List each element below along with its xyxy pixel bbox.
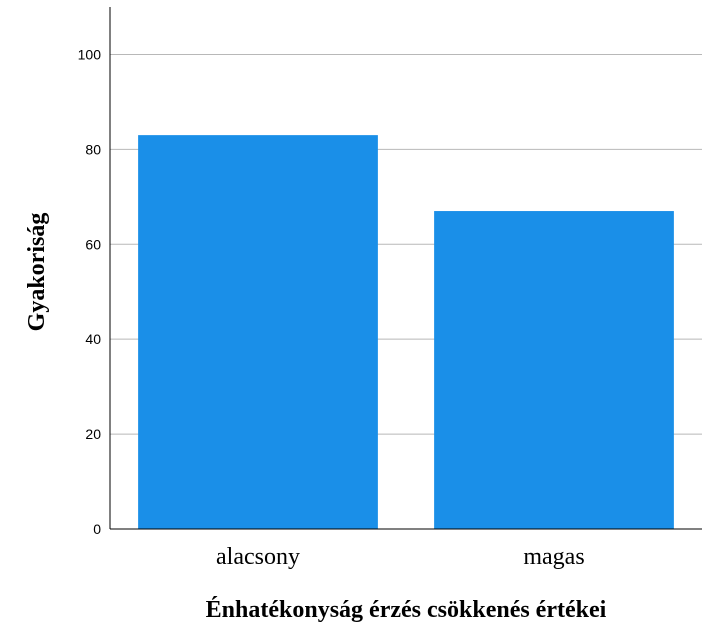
- y-tick-labels: 0 20 40 60 80 100: [78, 46, 102, 537]
- x-category-label: alacsony: [216, 544, 300, 570]
- y-tick-label: 60: [85, 236, 101, 252]
- y-axis-title: Gyakoriság: [24, 213, 50, 332]
- x-axis-title: Énhatékonyság érzés csökkenés értékei: [206, 597, 607, 623]
- y-tick-label: 0: [93, 521, 101, 537]
- x-category-label: magas: [523, 544, 584, 570]
- bars: [138, 135, 674, 530]
- y-tick-label: 80: [85, 141, 101, 157]
- y-tick-label: 100: [78, 46, 102, 62]
- bar-alacsony: [138, 135, 378, 530]
- y-tick-label: 20: [85, 426, 101, 442]
- y-tick-label: 40: [85, 331, 101, 347]
- x-category-labels: alacsony magas: [216, 544, 585, 570]
- bar-magas: [434, 211, 674, 529]
